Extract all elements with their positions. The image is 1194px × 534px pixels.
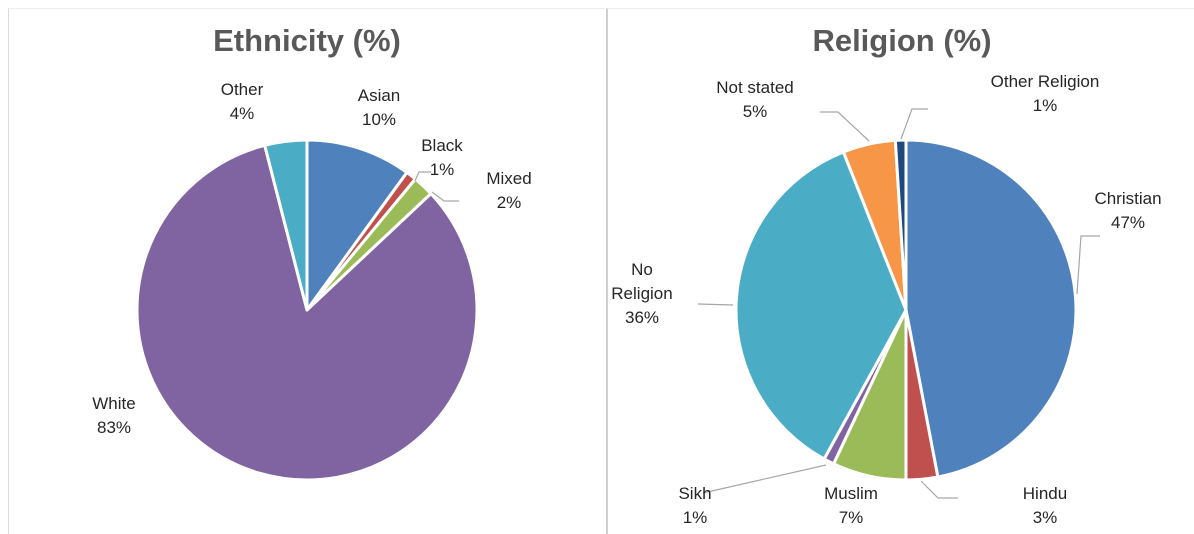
religion-category-label-no-religion-1: Religion [611, 284, 672, 303]
ethnicity-category-label-mixed: Mixed [486, 169, 531, 188]
ethnicity-category-label-black: Black [421, 136, 463, 155]
religion-category-label-muslim: Muslim [824, 484, 878, 503]
religion-value-label-other-religion: 1% [1033, 96, 1058, 115]
ethnicity-category-label-white: White [92, 394, 135, 413]
religion-leader-line-christian [1076, 235, 1100, 295]
religion-value-label-hindu: 3% [1033, 508, 1058, 527]
ethnicity-value-label-white: 83% [97, 418, 131, 437]
ethnicity-leader-line-mixed [431, 191, 459, 202]
ethnicity-slice-asian [305, 138, 409, 312]
religion-value-label-muslim: 7% [839, 508, 864, 527]
religion-slice-no-religion [734, 150, 908, 461]
religion-value-label-sikh: 1% [683, 508, 708, 527]
ethnicity-leader-line-black [414, 171, 431, 182]
ethnicity-category-label-asian: Asian [358, 86, 401, 105]
religion-leader-line-sikh [702, 464, 827, 494]
religion-pie-chart: Christian 47% Hindu 3% Muslim 7% Sikh 1% No Relig… [611, 72, 1161, 527]
ethnicity-value-label-other: 4% [230, 104, 255, 123]
religion-category-label-other-religion: Other Religion [991, 72, 1100, 91]
religion-chart-title: Religion (%) [812, 23, 992, 58]
religion-category-label-no-religion-0: No [631, 260, 653, 279]
religion-value-label-no-religion: 36% [625, 308, 659, 327]
religion-leader-line-other-religion [900, 108, 928, 140]
religion-slices [734, 138, 1078, 482]
ethnicity-slice-white [135, 143, 479, 482]
ethnicity-chart-title: Ethnicity (%) [213, 23, 401, 58]
ethnicity-slices [135, 138, 479, 482]
religion-category-label-christian: Christian [1094, 189, 1161, 208]
ethnicity-pie-chart: Asian 10% Black 1% Mixed 2% White 83% Other 4% [92, 80, 532, 482]
ethnicity-slice-other [263, 138, 309, 312]
ethnicity-data-labels: Asian 10% Black 1% Mixed 2% White 83% Other 4% [92, 80, 531, 437]
religion-data-labels: Christian 47% Hindu 3% Muslim 7% Sikh 1% No Relig… [611, 72, 1161, 527]
ethnicity-category-label-other: Other [221, 80, 264, 99]
ethnicity-value-label-asian: 10% [362, 110, 396, 129]
religion-leader-line-no-religion [697, 303, 734, 306]
religion-category-label-not-stated: Not stated [716, 78, 794, 97]
religion-slice-christian [904, 138, 1078, 479]
ethnicity-chart-panel: Ethnicity (%) Asian 10% Black 1% Mixed 2% Whit… [8, 8, 605, 534]
religion-value-label-not-stated: 5% [743, 102, 768, 121]
religion-leader-line-not-stated [820, 111, 870, 142]
ethnicity-value-label-mixed: 2% [497, 193, 522, 212]
religion-category-label-sikh: Sikh [678, 484, 711, 503]
religion-chart-panel: Religion (%) Christian 47% Hindu 3% Muslim 7%… [606, 8, 1194, 534]
religion-leader-line-hindu [920, 480, 958, 499]
religion-slice-other-religion [893, 138, 908, 312]
religion-value-label-christian: 47% [1111, 213, 1145, 232]
religion-category-label-hindu: Hindu [1023, 484, 1067, 503]
ethnicity-value-label-black: 1% [430, 160, 455, 179]
